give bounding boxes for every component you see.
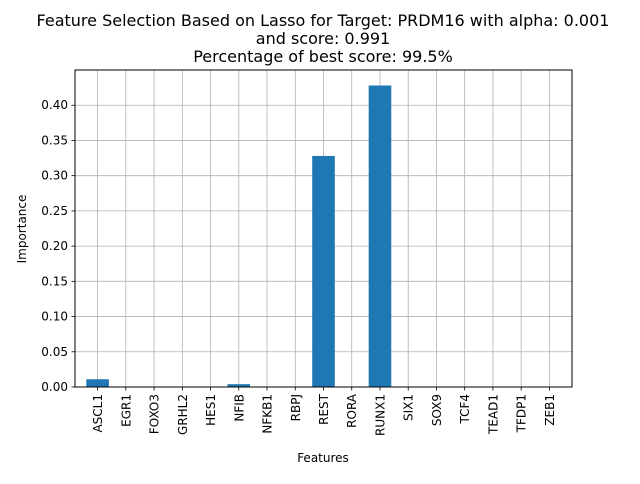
x-tick-label: TFDP1 — [515, 394, 529, 433]
y-tick-label: 0.30 — [41, 169, 68, 183]
x-tick-label: RBPJ — [289, 394, 303, 421]
x-tick-label: EGR1 — [119, 394, 133, 427]
x-tick-label: HES1 — [204, 394, 218, 426]
y-tick-label: 0.05 — [41, 345, 68, 359]
x-tick-label: SIX1 — [402, 394, 416, 421]
plot-frame — [74, 69, 573, 388]
chart-title-line-2: and score: 0.991 — [256, 29, 390, 48]
x-tick-label: TCF4 — [458, 394, 472, 425]
y-tick-label: 0.10 — [41, 310, 68, 324]
bar-ascl1 — [86, 379, 109, 387]
x-tick-label: NFIB — [232, 394, 246, 422]
x-tick-label: TEAD1 — [486, 394, 500, 435]
y-tick-label: 0.15 — [41, 274, 68, 288]
x-tick-label: FOXO3 — [148, 394, 162, 434]
y-tick-label: 0.20 — [41, 239, 68, 253]
x-tick-label: RORA — [345, 393, 359, 428]
y-tick-label: 0.25 — [41, 204, 68, 218]
chart-title-line-1: Feature Selection Based on Lasso for Tar… — [37, 11, 610, 30]
bar-layer — [86, 85, 392, 388]
y-tick-label: 0.40 — [41, 98, 68, 112]
chart-title-line-3: Percentage of best score: 99.5% — [193, 47, 453, 66]
x-tick-label: GRHL2 — [176, 394, 190, 435]
bar-runx1 — [368, 85, 392, 388]
x-tick-label: RUNX1 — [373, 394, 387, 436]
x-tick-label: ZEB1 — [543, 394, 557, 426]
x-tick-label: SOX9 — [430, 394, 444, 426]
x-tick-label: ASCL1 — [91, 394, 105, 433]
y-tick-label: 0.00 — [41, 380, 68, 394]
bar-rest — [312, 155, 335, 387]
x-tick-label: NFKB1 — [261, 394, 275, 434]
axis-layer: 0.00 0.05 0.10 0.15 0.20 0.25 0.30 0.35 0.40 ASCL… — [41, 98, 557, 436]
y-axis-label: Importance — [15, 195, 29, 264]
y-tick-label: 0.35 — [41, 133, 68, 147]
bar-nfib — [227, 384, 251, 387]
x-tick-label: REST — [317, 393, 331, 425]
x-axis-label: Features — [297, 451, 349, 465]
